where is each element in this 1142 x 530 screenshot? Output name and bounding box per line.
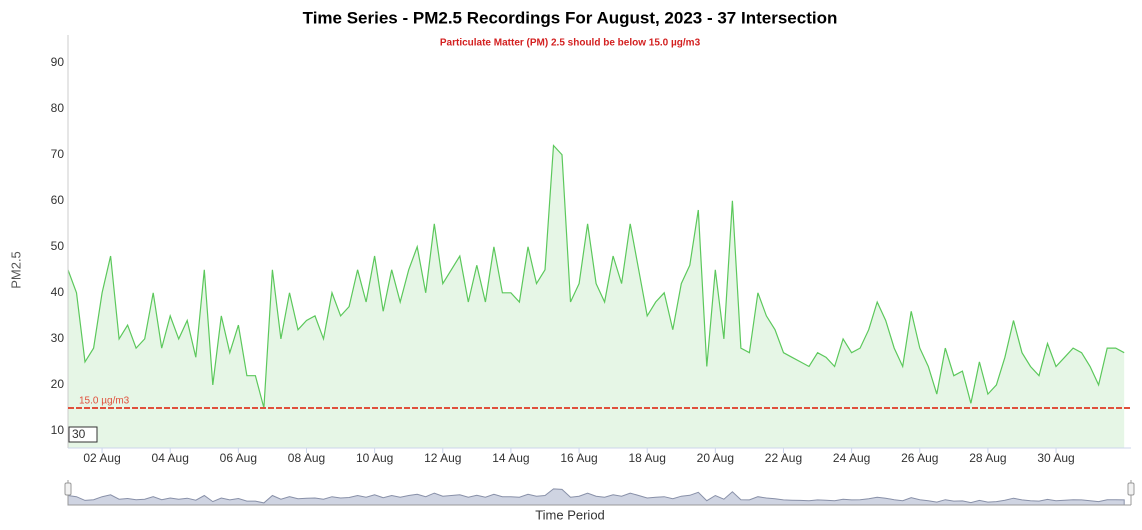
x-tick-label: 30 Aug — [1037, 451, 1074, 465]
x-tick-label: 08 Aug — [288, 451, 325, 465]
chart-title: Time Series - PM2.5 Recordings For Augus… — [303, 8, 838, 27]
x-tick-label: 22 Aug — [765, 451, 802, 465]
zoom-input-box — [68, 426, 98, 443]
x-tick-label: 18 Aug — [629, 451, 666, 465]
x-tick-label: 04 Aug — [152, 451, 189, 465]
line — [67, 144, 1125, 409]
navigator-handle — [1127, 482, 1135, 496]
area — [68, 145, 1125, 448]
y-tick-label: 50 — [51, 239, 65, 253]
x-tick-label: 10 Aug — [356, 451, 393, 465]
navigator-handle — [64, 482, 72, 496]
y-tick-label: 20 — [51, 377, 65, 391]
threshold-label: 15.0 µg/m3 — [79, 396, 130, 407]
x-tick-label: 26 Aug — [901, 451, 938, 465]
x-tick-label: 02 Aug — [83, 451, 120, 465]
x-tick-label: 24 Aug — [833, 451, 870, 465]
x-tick-label: 06 Aug — [220, 451, 257, 465]
chart-subtitle: Particulate Matter (PM) 2.5 should be be… — [440, 38, 701, 49]
y-tick-label: 90 — [51, 55, 65, 69]
y-tick-label: 30 — [51, 331, 65, 345]
y-tick-label: 80 — [51, 101, 65, 115]
x-tick-label: 20 Aug — [697, 451, 734, 465]
y-tick-label: 10 — [51, 423, 65, 437]
x-tick-label: 16 Aug — [560, 451, 597, 465]
y-tick-label: 40 — [51, 285, 65, 299]
navigator-area — [67, 488, 1125, 506]
x-axis-label: Time Period — [535, 507, 605, 522]
x-tick-label: 12 Aug — [424, 451, 461, 465]
zoom-input: 30 — [72, 427, 86, 441]
y-tick-label: 70 — [51, 147, 65, 161]
y-tick-label: 60 — [51, 193, 65, 207]
x-tick-label: 14 Aug — [492, 451, 529, 465]
x-tick-label: 28 Aug — [969, 451, 1006, 465]
y-axis-label: PM2.5 — [8, 251, 23, 289]
